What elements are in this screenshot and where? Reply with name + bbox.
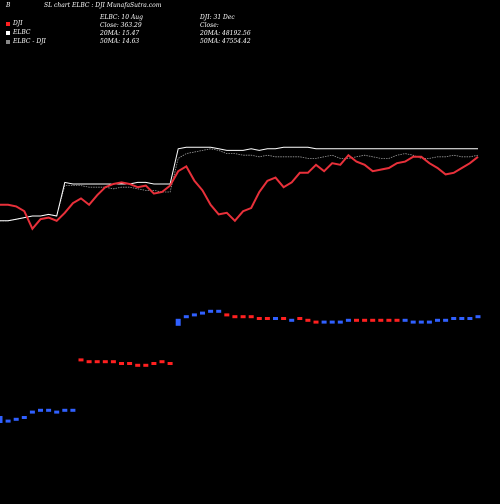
volume-bar	[354, 318, 359, 322]
volume-bar	[46, 408, 52, 412]
volume-bar	[426, 320, 432, 324]
legend-swatch-diff	[6, 39, 10, 44]
dji-stat-2: Close:	[200, 22, 219, 29]
volume-bar	[435, 318, 440, 322]
volume-bar	[248, 315, 254, 319]
chart-title: SL chart ELBC : DJI MunafaSutra.com	[44, 2, 162, 9]
elbc-stat-3: 20MA: 15.47	[100, 30, 140, 37]
volume-bar	[0, 416, 3, 423]
volume-bar	[167, 362, 173, 365]
volume-bar	[467, 317, 473, 320]
volume-bar	[321, 320, 327, 324]
dji-stat-3: 20MA: 48192.56	[200, 30, 251, 37]
volume-bar	[256, 317, 262, 320]
volume-bar	[175, 318, 181, 326]
volume-bar	[159, 360, 165, 364]
volume-bar	[240, 315, 246, 319]
volume-bar	[216, 309, 222, 313]
volume-bar	[191, 313, 197, 317]
volume-bar	[289, 318, 295, 322]
volume-bar	[224, 313, 230, 317]
volume-bars	[0, 309, 481, 423]
volume-bar	[94, 360, 100, 364]
header-letter: B	[6, 2, 11, 9]
volume-bar	[183, 315, 189, 319]
elbc-stat-4: 50MA: 14.63	[100, 38, 140, 45]
legend-label-diff: ELBC - DJI	[13, 38, 46, 45]
elbc-dji-line	[0, 148, 479, 222]
volume-bar	[273, 317, 278, 320]
volume-bar	[451, 317, 457, 320]
legend-item-elbc: ELBC	[6, 29, 30, 36]
volume-bar	[394, 318, 400, 322]
volume-bar	[70, 408, 76, 412]
volume-bar	[143, 363, 149, 367]
volume-bar	[297, 317, 303, 320]
elbc-line	[0, 146, 478, 222]
volume-bar	[119, 362, 124, 365]
dji-stat-4: 50MA: 47554.42	[200, 38, 251, 45]
volume-bar	[370, 318, 376, 322]
volume-bar	[402, 318, 408, 322]
volume-bar	[62, 408, 68, 412]
volume-bar	[151, 362, 157, 365]
volume-bar	[410, 320, 416, 324]
volume-bar	[13, 417, 19, 421]
legend-swatch-elbc	[6, 30, 10, 35]
volume-bar	[459, 317, 465, 320]
volume-bar	[29, 410, 35, 414]
volume-bar	[232, 315, 238, 319]
legend-item-diff: ELBC - DJI	[6, 38, 46, 45]
legend-item-dji: DJI	[6, 20, 23, 27]
volume-bar	[21, 416, 27, 419]
volume-bar	[102, 360, 108, 364]
legend-label-dji: DJI	[13, 20, 23, 27]
volume-bar	[313, 320, 319, 324]
volume-bar	[345, 318, 351, 322]
volume-bar	[418, 320, 424, 324]
legend-swatch-dji	[6, 21, 10, 26]
volume-bar	[443, 318, 449, 322]
volume-bar	[337, 320, 343, 324]
volume-bar	[200, 311, 205, 315]
volume-bar	[86, 360, 92, 364]
dji-stat-1: DJI: 31 Dec	[200, 14, 235, 21]
volume-bar	[135, 363, 141, 367]
volume-bar	[54, 410, 60, 414]
elbc-stat-2: Close: 363.29	[100, 22, 142, 29]
volume-bar	[110, 360, 116, 364]
volume-bar	[362, 318, 368, 322]
volume-bar	[329, 320, 335, 324]
volume-bar	[475, 315, 481, 319]
volume-bar	[38, 408, 43, 412]
volume-bar	[5, 419, 11, 423]
volume-bar	[281, 317, 287, 320]
volume-bar	[264, 317, 270, 320]
legend-label-elbc: ELBC	[13, 29, 31, 36]
volume-bar	[305, 318, 311, 322]
price-lines	[0, 146, 479, 231]
dji-line	[0, 153, 479, 231]
volume-bar	[127, 362, 133, 365]
volume-bar	[208, 309, 214, 313]
volume-bar	[386, 318, 392, 322]
volume-bar	[378, 318, 384, 322]
volume-bar	[78, 358, 84, 362]
elbc-stat-1: ELBC: 10 Aug	[100, 14, 143, 21]
